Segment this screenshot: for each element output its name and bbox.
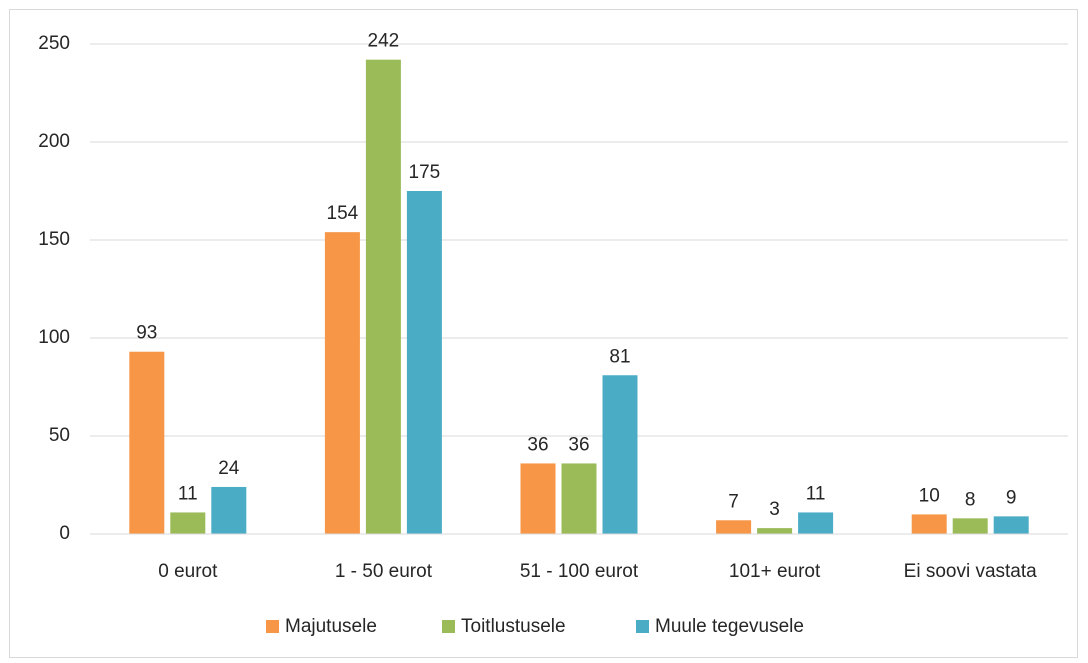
data-label: 242 xyxy=(368,31,400,52)
chart-border xyxy=(9,9,1078,658)
y-tick-label: 250 xyxy=(38,33,70,54)
bar xyxy=(798,512,834,534)
legend-swatch xyxy=(266,620,279,633)
legend-swatch xyxy=(636,620,649,633)
bar xyxy=(952,518,988,534)
data-label: 9 xyxy=(1006,487,1017,508)
bar xyxy=(993,516,1029,534)
bar xyxy=(716,520,752,534)
bar xyxy=(561,463,597,534)
data-label: 7 xyxy=(728,491,739,512)
y-tick-label: 0 xyxy=(59,523,70,544)
x-tick-label: 0 eurot xyxy=(158,561,218,582)
bar xyxy=(602,375,638,534)
data-label: 36 xyxy=(568,434,589,455)
legend-label: Majutusele xyxy=(285,616,377,637)
data-label: 11 xyxy=(806,483,826,504)
data-label: 36 xyxy=(527,434,548,455)
y-tick-label: 100 xyxy=(38,327,70,348)
bar xyxy=(911,514,947,534)
bar xyxy=(211,486,247,534)
data-label: 93 xyxy=(136,323,157,344)
x-tick-label: 51 - 100 eurot xyxy=(520,561,639,582)
data-label: 154 xyxy=(327,203,359,224)
y-tick-label: 50 xyxy=(49,425,70,446)
bar xyxy=(170,512,206,534)
y-tick-label: 150 xyxy=(38,229,70,250)
data-label: 10 xyxy=(919,485,940,506)
data-label: 81 xyxy=(609,346,630,367)
data-label: 8 xyxy=(965,489,976,510)
bar xyxy=(757,528,793,534)
legend-swatch xyxy=(442,620,455,633)
data-label: 3 xyxy=(769,499,780,520)
bar xyxy=(324,232,360,534)
legend-label: Muule tegevusele xyxy=(655,616,804,637)
legend-label: Toitlustusele xyxy=(461,616,566,637)
x-tick-label: 1 - 50 eurot xyxy=(335,561,433,582)
data-label: 11 xyxy=(178,483,198,504)
data-label: 24 xyxy=(218,458,240,479)
y-tick-label: 200 xyxy=(38,131,70,152)
data-label: 175 xyxy=(409,162,441,183)
x-tick-label: Ei soovi vastata xyxy=(904,561,1037,582)
bar xyxy=(365,59,401,535)
bar xyxy=(129,351,165,534)
bar xyxy=(406,191,442,534)
bar xyxy=(520,463,556,534)
x-tick-label: 101+ eurot xyxy=(729,561,821,582)
